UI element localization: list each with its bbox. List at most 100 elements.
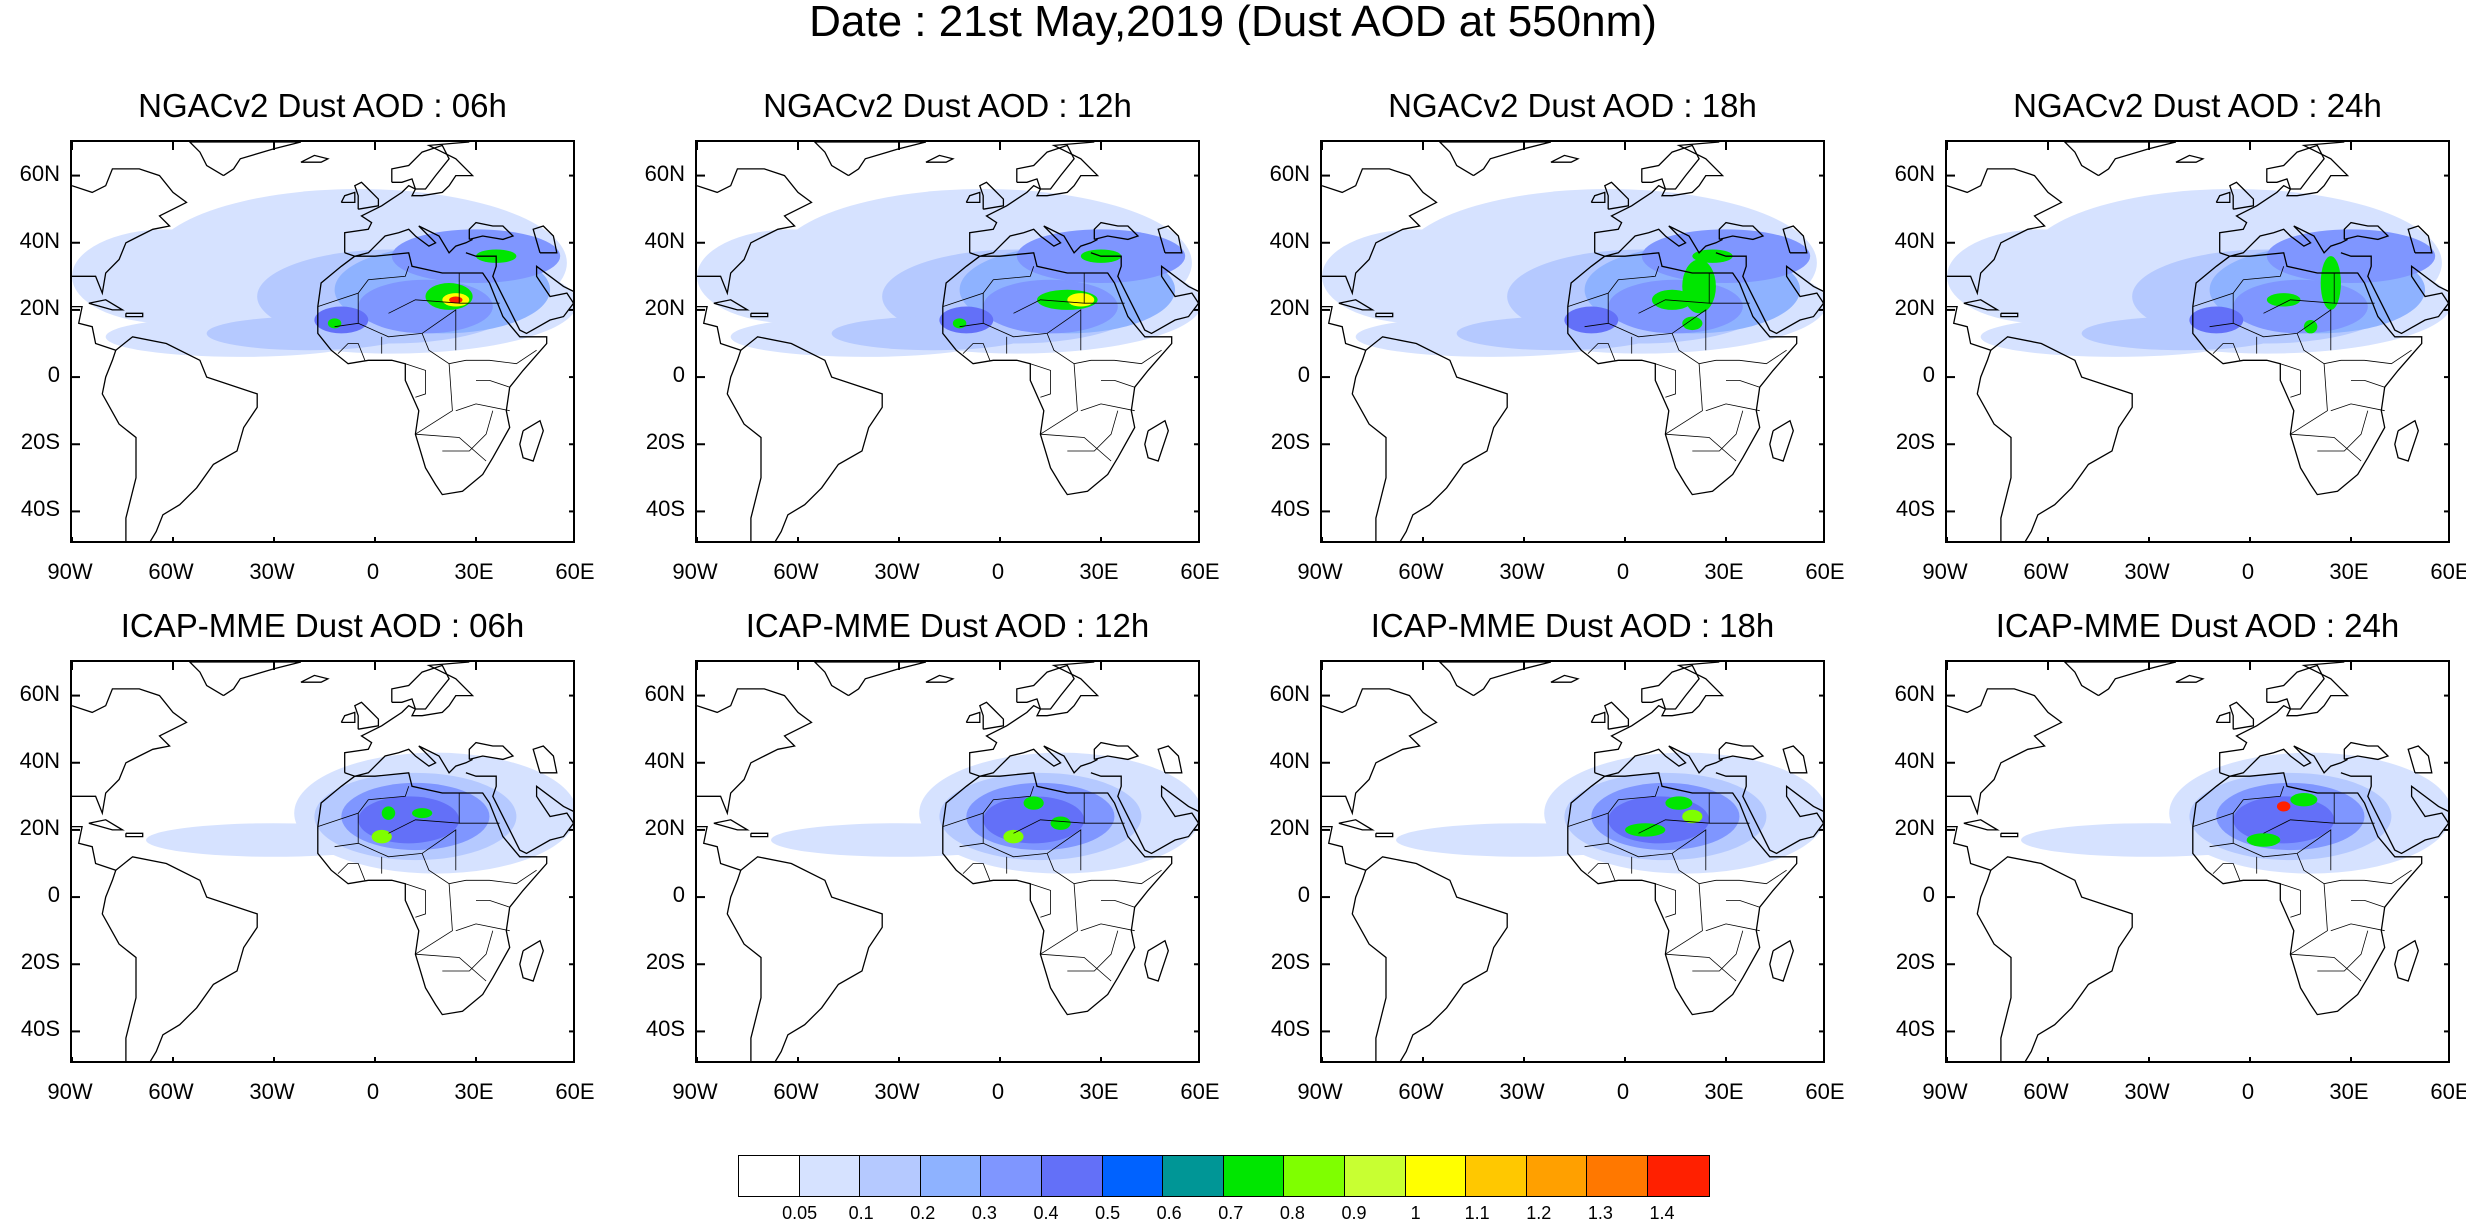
coastline (1641, 144, 1700, 190)
country-border (415, 433, 487, 462)
coastline (713, 299, 750, 311)
lon-tick-label: 30E (1704, 1079, 1744, 1104)
country-border (962, 863, 991, 881)
lat-tick-label: 40N (644, 227, 685, 253)
map-panel (70, 660, 575, 1063)
coastline (519, 939, 544, 982)
coastline (532, 225, 558, 254)
dust-plume (2233, 796, 2335, 844)
coastline (1947, 305, 1992, 351)
country-border (442, 410, 494, 452)
country-border (1584, 842, 1609, 848)
country-border (2364, 869, 2412, 885)
country-border (2209, 842, 2234, 848)
colorbar-swatch (1526, 1156, 1588, 1196)
country-border (1726, 899, 1760, 908)
coastline (1322, 305, 1367, 351)
country-border (1638, 793, 1710, 834)
coastline (979, 181, 1005, 210)
coastline (1144, 939, 1169, 982)
colorbar-label: 1 (1410, 1203, 1421, 1223)
map-panel (70, 140, 575, 543)
country-border (1101, 379, 1135, 388)
country-border (1705, 403, 1760, 412)
lon-tick-label: 30E (454, 559, 494, 584)
lat-tick-label: 40N (19, 747, 60, 773)
coastline (2340, 252, 2448, 335)
coastline (2407, 745, 2433, 774)
coastline (125, 832, 144, 838)
lat-tick-label: 40S (645, 1016, 685, 1042)
dust-plume (1665, 796, 1693, 810)
lon-tick-label: 30E (1079, 559, 1119, 584)
coastline (72, 825, 117, 871)
colorbar-label: 1.3 (1587, 1203, 1613, 1223)
coastline (1963, 299, 2000, 311)
lon-tick-label: 60W (148, 1079, 194, 1104)
coastline (188, 662, 302, 697)
dust-plume (412, 808, 433, 819)
lat-tick-label: 20N (19, 814, 60, 840)
country-border (334, 322, 359, 328)
lon-tick-label: 60E (1805, 559, 1845, 584)
lat-tick-label: 40N (644, 747, 685, 773)
colorbar-swatch (799, 1156, 861, 1196)
country-border (2280, 883, 2301, 918)
map-panel (1945, 660, 2450, 1063)
country-border (1607, 293, 1707, 351)
country-border (1013, 793, 1085, 834)
coastline (750, 312, 769, 318)
country-border (317, 786, 410, 827)
lon-tick-label: 60W (2023, 559, 2069, 584)
colorbar-swatch (739, 1156, 800, 1196)
coastline (468, 221, 515, 241)
country-border (1692, 930, 1744, 972)
lat-tick-label: 60N (1894, 680, 1935, 706)
coastline (1594, 745, 1723, 777)
lon-tick-label: 30E (1704, 559, 1744, 584)
lat-tick-label: 20N (19, 294, 60, 320)
lon-tick-label: 60E (2430, 559, 2466, 584)
coastline (72, 305, 117, 351)
coastline (1715, 252, 1823, 335)
country-border (2212, 343, 2241, 361)
map-panel (1320, 660, 1825, 1063)
lon-tick-label: 0 (2241, 1079, 2255, 1104)
coastline (1976, 336, 2133, 541)
country-border (1114, 869, 1162, 885)
lon-tick-label: 30E (454, 1079, 494, 1104)
country-border (1665, 433, 1737, 462)
country-border (1030, 363, 1051, 398)
dust-plume (939, 306, 994, 334)
lon-tick-label: 60E (555, 1079, 595, 1104)
coastline (1157, 745, 1183, 774)
coastline (925, 154, 955, 163)
lon-tick-label: 60E (1805, 1079, 1845, 1104)
dust-plume (1050, 816, 1071, 830)
country-border (2290, 363, 2328, 435)
coastline (1550, 154, 1580, 163)
map-panel (695, 660, 1200, 1063)
coastline (1718, 741, 1765, 761)
dust-plume (1692, 249, 1733, 263)
panel-title: NGACv2 Dust AOD : 12h (763, 87, 1132, 124)
lat-tick-label: 40S (20, 1016, 60, 1042)
coastline (72, 688, 188, 816)
lat-tick-label: 20N (1894, 294, 1935, 320)
coastline (1093, 221, 1140, 241)
lat-tick-label: 40S (20, 496, 60, 522)
panel-title: ICAP-MME Dust AOD : 18h (1370, 607, 1775, 644)
colorbar-label: 0.7 (1218, 1203, 1244, 1223)
coastline (2219, 142, 2350, 253)
lon-tick-label: 30W (249, 559, 295, 584)
coastline (942, 772, 1173, 1016)
lat-tick-label: 40S (1895, 1016, 1935, 1042)
country-border (982, 813, 1082, 871)
country-border (1584, 322, 1609, 328)
lat-tick-label: 0 (47, 882, 60, 908)
coastline (2192, 772, 2423, 1016)
country-border (1692, 410, 1744, 452)
coastline (942, 252, 1173, 496)
lat-tick-label: 0 (47, 362, 60, 388)
country-border (388, 273, 460, 314)
